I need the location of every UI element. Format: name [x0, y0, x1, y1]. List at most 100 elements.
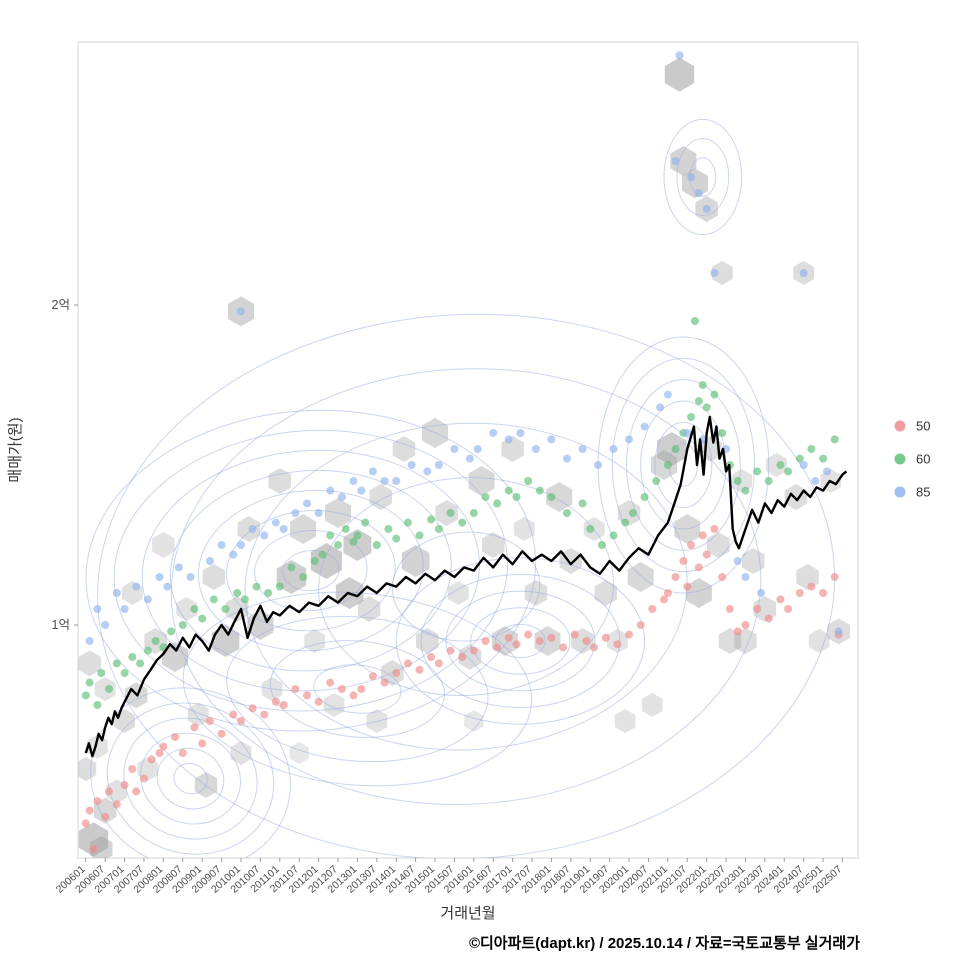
- point-85: [85, 637, 94, 645]
- hexbin-cell: [323, 693, 345, 717]
- point-50: [112, 800, 121, 809]
- point-60: [524, 477, 533, 485]
- point-85: [609, 445, 618, 453]
- point-50: [683, 582, 692, 591]
- density-contour: [170, 368, 762, 805]
- point-50: [81, 819, 90, 828]
- point-85: [531, 445, 540, 453]
- point-85: [101, 621, 110, 629]
- point-85: [392, 477, 401, 485]
- point-60: [240, 595, 249, 604]
- trend-layer: [84, 415, 848, 758]
- point-85: [357, 486, 366, 495]
- point-50: [128, 765, 137, 773]
- point-60: [628, 509, 637, 517]
- point-60: [691, 317, 699, 325]
- point-60: [403, 518, 412, 527]
- point-85: [741, 573, 750, 581]
- point-50: [229, 710, 238, 719]
- point-50: [458, 653, 467, 661]
- point-50: [582, 637, 591, 645]
- point-60: [621, 518, 630, 527]
- point-50: [178, 749, 187, 757]
- point-50: [469, 646, 478, 655]
- point-60: [784, 467, 793, 476]
- density-contour: [85, 409, 537, 732]
- hexbin-cell: [289, 742, 309, 764]
- point-85: [702, 205, 711, 213]
- point-85: [811, 477, 820, 485]
- point-50: [764, 614, 773, 623]
- point-60: [741, 486, 750, 495]
- point-85: [434, 461, 443, 469]
- point-60: [128, 653, 137, 661]
- density-contour: [470, 607, 571, 675]
- point-50: [89, 845, 98, 853]
- point-60: [434, 525, 443, 533]
- point-60: [264, 589, 273, 597]
- point-85: [683, 429, 692, 437]
- hexbin-layer: [78, 57, 850, 858]
- point-85: [450, 445, 459, 453]
- hexbin-cell: [304, 629, 326, 653]
- legend: 50 60 85: [894, 419, 930, 500]
- point-50: [625, 630, 633, 639]
- legend-label-85: 85: [916, 485, 930, 500]
- point-50: [101, 813, 110, 821]
- density-contour: [173, 762, 208, 795]
- point-60: [563, 509, 571, 517]
- point-50: [725, 605, 734, 613]
- point-60: [221, 605, 230, 613]
- hexbin-cell: [310, 543, 342, 579]
- point-85: [671, 157, 680, 165]
- point-85: [407, 461, 416, 469]
- density-contour: [654, 421, 713, 509]
- point-85: [291, 509, 300, 517]
- point-60: [120, 669, 129, 677]
- point-50: [217, 729, 226, 738]
- point-50: [140, 774, 148, 783]
- point-50: [481, 637, 490, 645]
- point-85: [260, 531, 269, 540]
- hexbin-cell: [685, 578, 712, 608]
- point-50: [702, 550, 711, 559]
- point-50: [547, 633, 556, 642]
- point-60: [415, 531, 424, 540]
- point-50: [190, 723, 199, 732]
- point-50: [636, 621, 645, 629]
- point-85: [217, 541, 226, 549]
- hexbin-cell: [343, 529, 372, 561]
- point-60: [819, 454, 828, 463]
- source-caption: ©디아파트(dapt.kr) / 2025.10.14 / 자료=국토교통부 실…: [468, 935, 860, 952]
- point-60: [535, 486, 544, 495]
- density-contour: [182, 591, 533, 787]
- point-50: [559, 643, 568, 652]
- point-85: [547, 435, 556, 444]
- point-50: [155, 749, 164, 757]
- point-60: [105, 685, 113, 693]
- point-60: [81, 691, 90, 700]
- hexbin-cell: [482, 532, 505, 558]
- point-50: [660, 595, 668, 604]
- point-50: [504, 633, 513, 642]
- density-contour: [269, 640, 445, 738]
- point-85: [349, 477, 358, 485]
- density-contour: [318, 477, 614, 697]
- point-85: [675, 51, 684, 60]
- point-85: [625, 435, 633, 444]
- point-60: [671, 445, 680, 453]
- point-50: [93, 797, 102, 805]
- point-60: [85, 678, 94, 687]
- point-50: [795, 589, 804, 597]
- density-contour-layer: [85, 118, 835, 858]
- point-85: [279, 525, 288, 533]
- density-contour: [495, 623, 546, 659]
- point-60: [353, 531, 362, 540]
- point-50: [132, 787, 141, 796]
- point-60: [167, 627, 176, 636]
- point-85: [337, 493, 346, 501]
- point-60: [753, 467, 762, 476]
- point-50: [613, 640, 622, 649]
